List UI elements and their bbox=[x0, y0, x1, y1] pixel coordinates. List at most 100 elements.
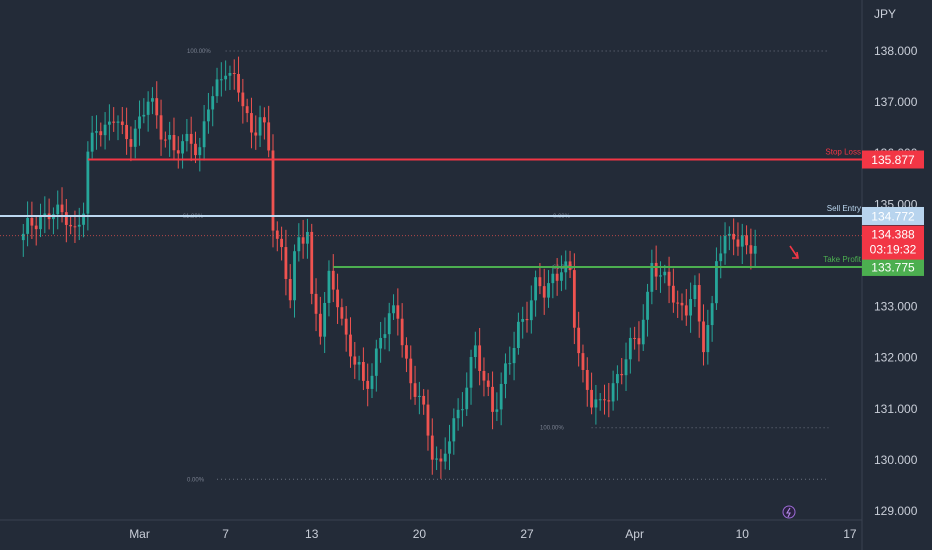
candle-body bbox=[435, 458, 438, 460]
candle-body bbox=[163, 139, 167, 141]
candle-body bbox=[551, 273, 555, 284]
candle-body bbox=[512, 347, 516, 364]
candle-body bbox=[590, 389, 593, 408]
price-axis[interactable]: 138.000137.000136.000135.000134.000133.0… bbox=[874, 44, 918, 518]
candle-body bbox=[727, 233, 731, 236]
candle-body bbox=[26, 217, 29, 234]
candle-body bbox=[310, 231, 314, 294]
candle-body bbox=[607, 400, 611, 402]
candle-body bbox=[39, 215, 42, 230]
y-tick-label: 137.000 bbox=[874, 95, 918, 109]
take-profit-price-box bbox=[862, 257, 924, 276]
candle-body bbox=[172, 134, 176, 151]
candle-body bbox=[176, 150, 180, 154]
candle-body bbox=[129, 139, 133, 147]
candle-body bbox=[77, 224, 81, 227]
candle-body bbox=[288, 278, 292, 301]
fib-label: 100.00% bbox=[540, 426, 564, 432]
candle-body bbox=[633, 337, 637, 339]
candle-body bbox=[194, 143, 197, 156]
candle-body bbox=[69, 224, 73, 227]
candle-body bbox=[99, 131, 103, 136]
y-tick-label: 131.000 bbox=[874, 402, 918, 416]
candle-body bbox=[452, 418, 456, 442]
candle-body bbox=[323, 302, 327, 337]
candle-body bbox=[482, 370, 486, 381]
candle-body bbox=[689, 299, 692, 316]
candle-body bbox=[753, 245, 757, 254]
annotations: Stop Loss Sell Entry Take Profit bbox=[789, 148, 862, 264]
candle-body bbox=[280, 238, 283, 248]
candle-body bbox=[723, 235, 727, 254]
candle-body bbox=[125, 124, 129, 140]
candle-body bbox=[331, 270, 335, 290]
bolt-icon[interactable] bbox=[782, 505, 796, 519]
candle-body bbox=[547, 283, 550, 298]
candle-body bbox=[267, 122, 271, 151]
candle-body bbox=[86, 151, 90, 214]
time-axis[interactable]: Mar7132027Apr101724 bbox=[129, 527, 932, 541]
candle-body bbox=[293, 251, 296, 301]
candle-body bbox=[413, 383, 417, 397]
candle-body bbox=[90, 132, 94, 152]
candle-body bbox=[297, 237, 301, 252]
candle-body bbox=[107, 121, 111, 125]
candle-body bbox=[439, 458, 443, 462]
candle-body bbox=[461, 409, 464, 411]
candle-body bbox=[232, 73, 236, 75]
level-name-label: Sell Entry bbox=[827, 204, 861, 213]
candle-body bbox=[275, 230, 279, 239]
trade-levels bbox=[0, 158, 862, 268]
candle-body bbox=[465, 387, 469, 410]
candle-body bbox=[473, 345, 477, 358]
candle-body bbox=[284, 247, 288, 279]
candle-body bbox=[667, 271, 671, 286]
candle-body bbox=[228, 73, 232, 76]
candle-body bbox=[456, 409, 460, 419]
candle-body bbox=[120, 121, 124, 125]
stop-loss-price-box bbox=[862, 150, 924, 169]
candle-body bbox=[616, 374, 619, 384]
currency-label: JPY bbox=[874, 7, 896, 21]
x-tick-label: 10 bbox=[736, 527, 750, 541]
candle-body bbox=[581, 353, 585, 370]
candle-body bbox=[155, 98, 159, 116]
candle-body bbox=[374, 348, 378, 376]
candle-body bbox=[521, 318, 525, 322]
candle-body bbox=[271, 150, 275, 231]
candle-body bbox=[314, 293, 318, 314]
candle-body bbox=[318, 313, 322, 337]
candle-body bbox=[138, 116, 141, 129]
candle-body bbox=[534, 277, 538, 301]
candle-body bbox=[529, 300, 533, 321]
fib-label: 100.00% bbox=[187, 49, 211, 55]
candle-body bbox=[336, 289, 339, 308]
candle-body bbox=[585, 369, 589, 390]
candle-body bbox=[538, 277, 542, 287]
candle-body bbox=[43, 213, 47, 216]
candle-body bbox=[254, 132, 258, 136]
candle-body bbox=[504, 363, 507, 384]
candle-body bbox=[340, 307, 344, 319]
candle-body bbox=[396, 305, 400, 319]
candle-body bbox=[598, 399, 602, 401]
sell-entry-price-box bbox=[862, 206, 924, 225]
candle-body bbox=[426, 404, 430, 436]
candle-body bbox=[650, 262, 654, 292]
candle-body bbox=[478, 345, 482, 371]
candle-body bbox=[422, 395, 426, 405]
candle-body bbox=[555, 273, 559, 281]
candle-body bbox=[702, 321, 705, 353]
candle-body bbox=[706, 325, 710, 353]
candle-body bbox=[409, 358, 413, 384]
candle-body bbox=[258, 117, 262, 136]
candle-body bbox=[189, 133, 193, 144]
candle-body bbox=[95, 131, 98, 133]
candle-body bbox=[486, 380, 490, 387]
candle-body bbox=[73, 226, 77, 228]
candle-body bbox=[516, 321, 520, 348]
candle-body bbox=[684, 305, 688, 316]
